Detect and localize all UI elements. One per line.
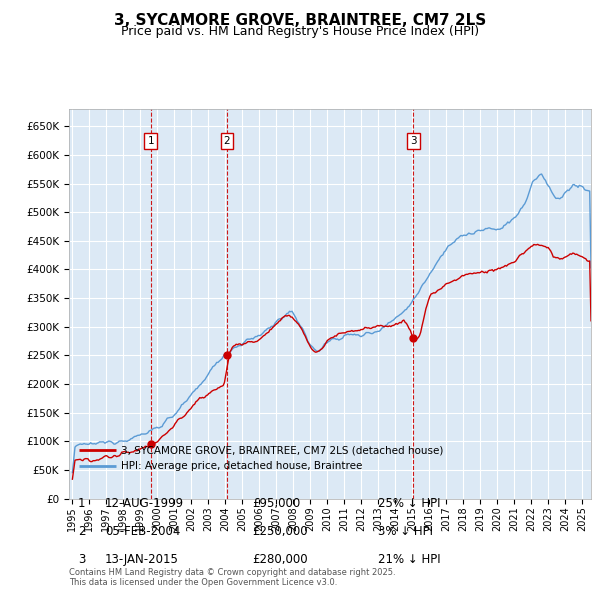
Text: 3: 3 xyxy=(78,553,85,566)
Text: 3: 3 xyxy=(410,136,416,146)
Text: Contains HM Land Registry data © Crown copyright and database right 2025.
This d: Contains HM Land Registry data © Crown c… xyxy=(69,568,395,587)
Text: 12-AUG-1999: 12-AUG-1999 xyxy=(105,497,184,510)
Text: 2: 2 xyxy=(224,136,230,146)
Text: 21% ↓ HPI: 21% ↓ HPI xyxy=(378,553,440,566)
Text: Price paid vs. HM Land Registry's House Price Index (HPI): Price paid vs. HM Land Registry's House … xyxy=(121,25,479,38)
Text: £280,000: £280,000 xyxy=(252,553,308,566)
Text: 05-FEB-2004: 05-FEB-2004 xyxy=(105,525,181,538)
Text: 13-JAN-2015: 13-JAN-2015 xyxy=(105,553,179,566)
Text: 3% ↓ HPI: 3% ↓ HPI xyxy=(378,525,433,538)
Text: £250,000: £250,000 xyxy=(252,525,308,538)
Text: HPI: Average price, detached house, Braintree: HPI: Average price, detached house, Brai… xyxy=(121,461,362,471)
Text: 3, SYCAMORE GROVE, BRAINTREE, CM7 2LS (detached house): 3, SYCAMORE GROVE, BRAINTREE, CM7 2LS (d… xyxy=(121,445,443,455)
Text: 2: 2 xyxy=(78,525,85,538)
Text: 1: 1 xyxy=(78,497,85,510)
Text: 3, SYCAMORE GROVE, BRAINTREE, CM7 2LS: 3, SYCAMORE GROVE, BRAINTREE, CM7 2LS xyxy=(114,13,486,28)
Text: 25% ↓ HPI: 25% ↓ HPI xyxy=(378,497,440,510)
Text: £95,000: £95,000 xyxy=(252,497,300,510)
Text: 1: 1 xyxy=(148,136,154,146)
